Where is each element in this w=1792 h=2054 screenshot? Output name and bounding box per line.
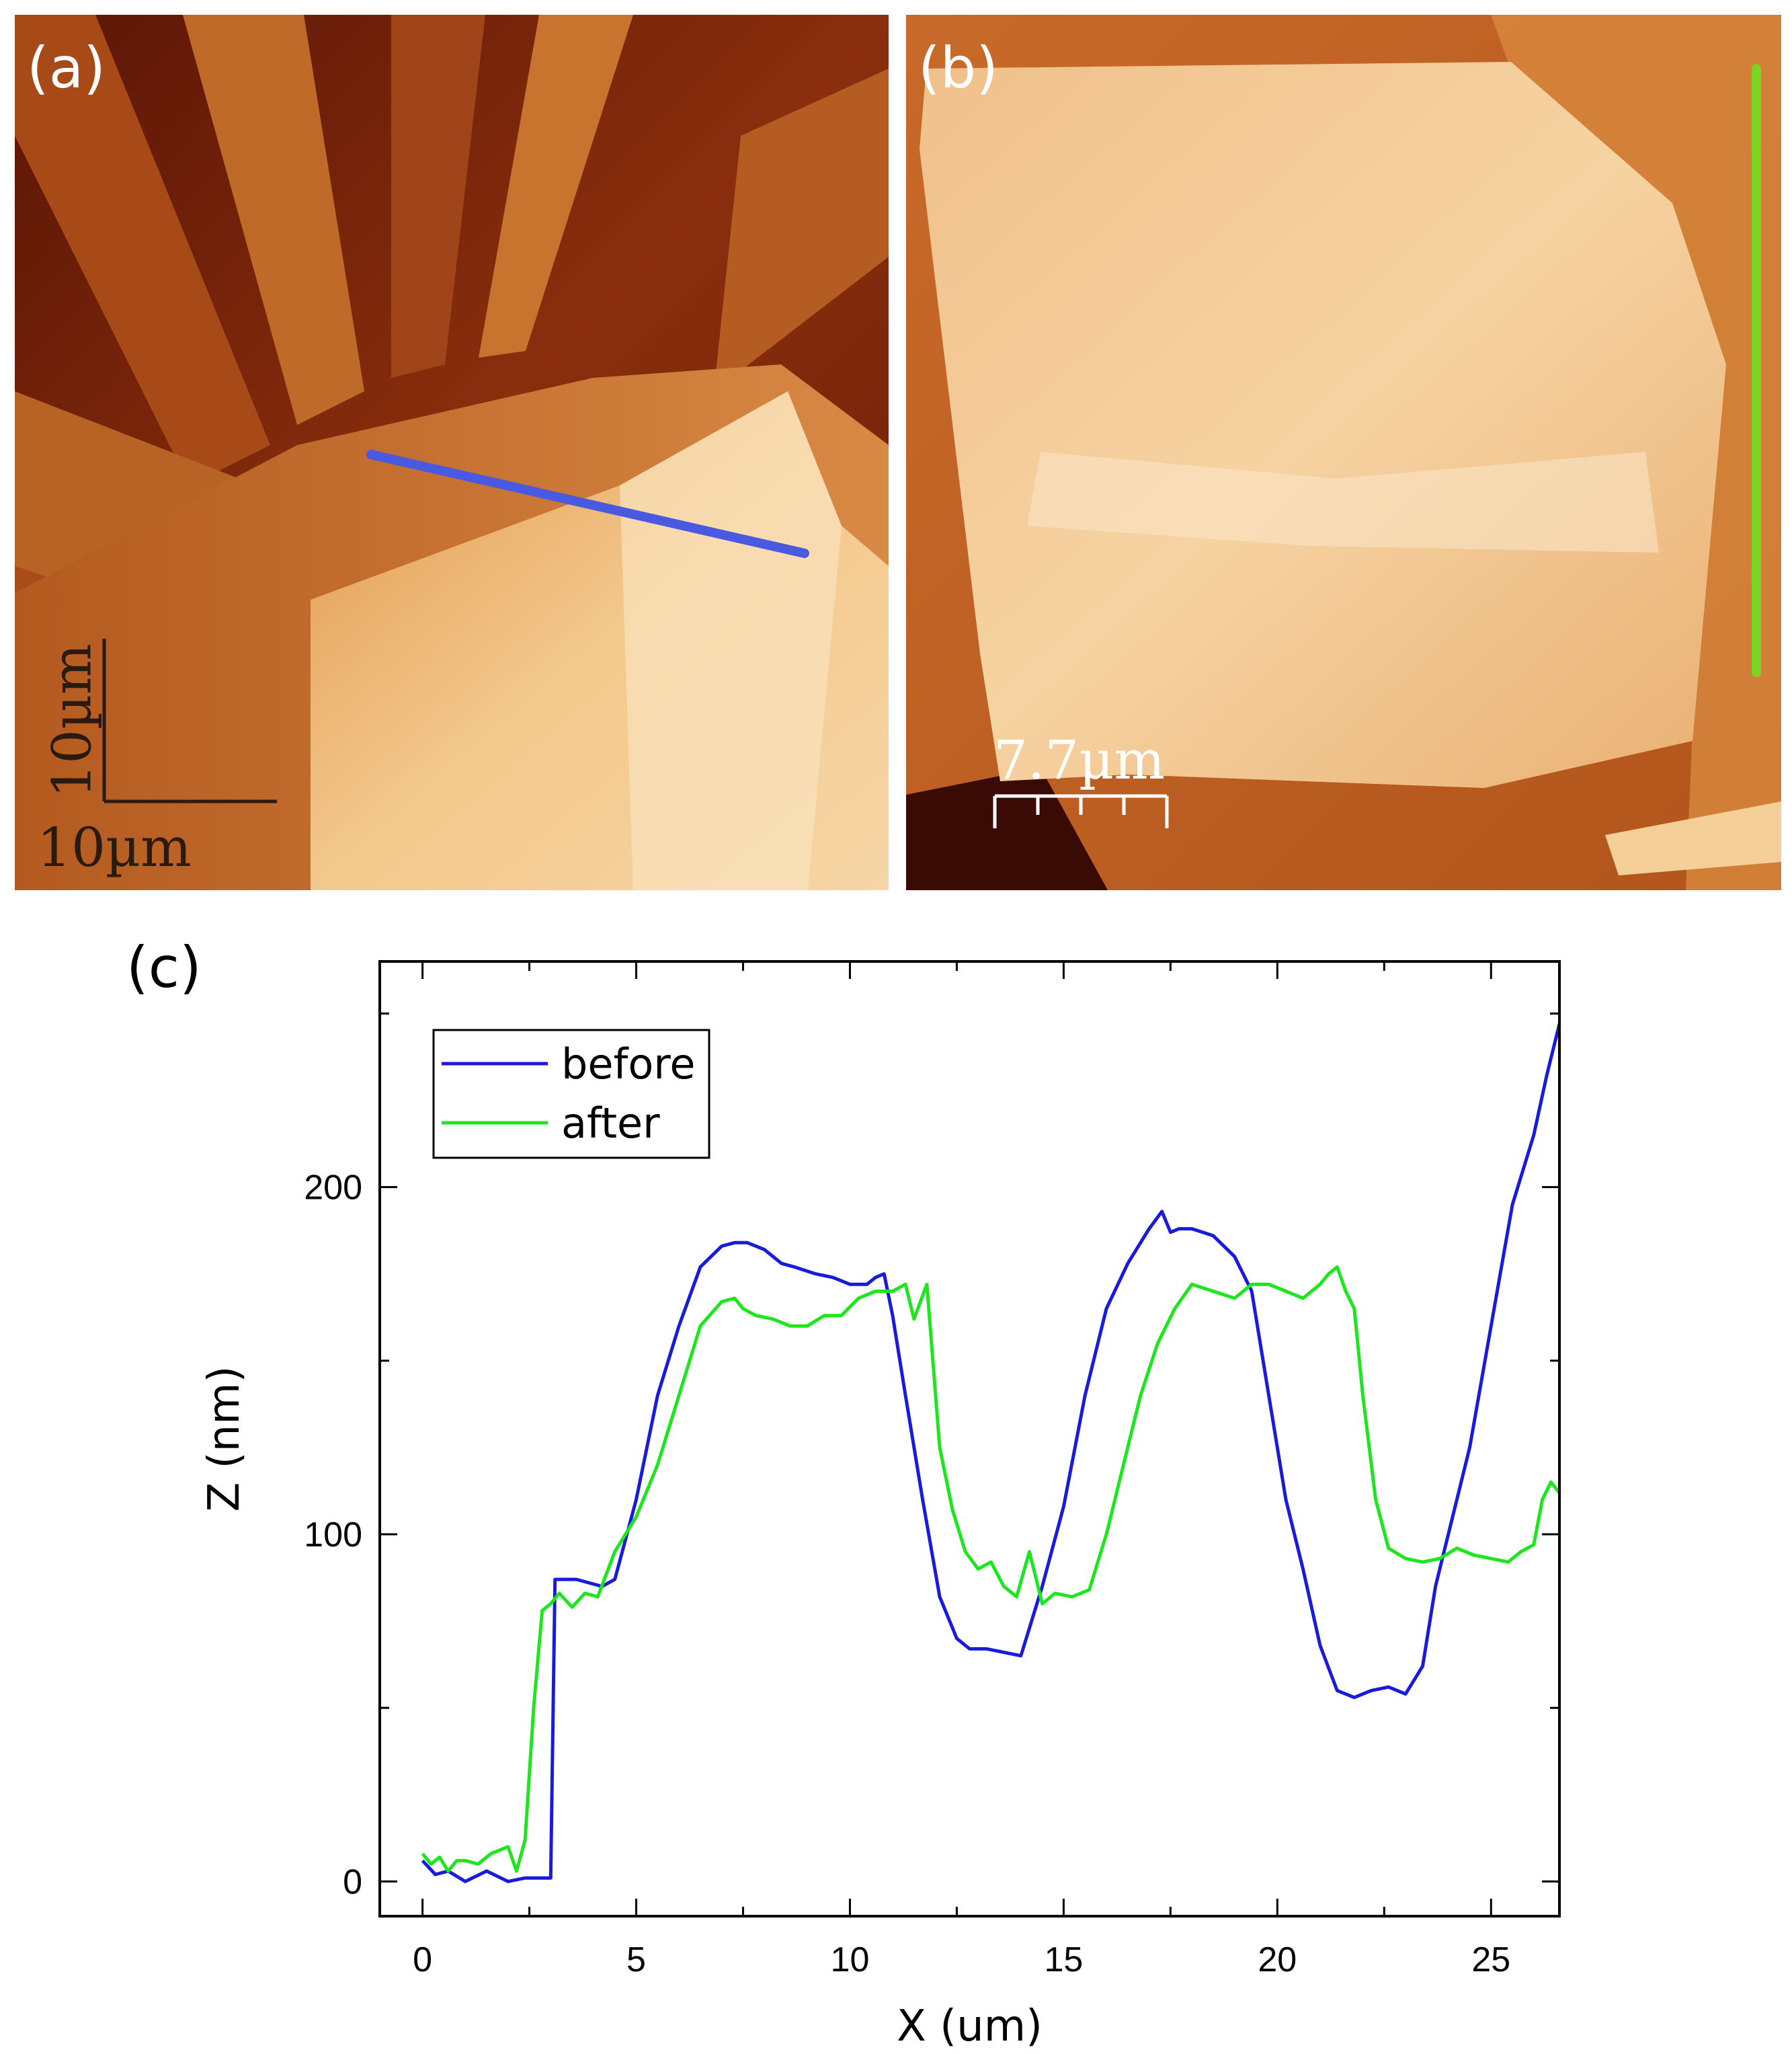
afm-terrace [479,15,633,358]
afm-topography-b [906,15,1781,890]
afm-flake-bright [1027,452,1659,553]
legend-box [432,1029,710,1159]
plot-frame [378,960,1561,1918]
x-tick-label: 25 [1471,1940,1510,1979]
scale-label-horizontal: 10µm [37,816,192,879]
afm-terrace [391,15,485,378]
series-line-after [421,1265,1561,1873]
scale-label-vertical: 10µm [40,643,104,798]
legend-label-before: before [561,1039,696,1089]
x-tick-label: 20 [1258,1940,1297,1979]
panel-label-a: (a) [27,35,106,101]
height-profile-chart: (c) 0 5 10 15 20 25 0 100 200 before after X (um… [0,914,1792,2054]
legend-label-after: after [561,1099,660,1148]
series-line-before [421,1023,1561,1883]
afm-terrace [1491,15,1781,890]
legend: before after [432,1029,710,1159]
afm-image-before: (a) 10µm 10µm [15,15,889,890]
afm-flake-bright [620,391,842,890]
x-tick-label: 10 [831,1940,870,1979]
scale-label: 7.7µm [993,729,1166,791]
afm-flake [920,62,1726,788]
afm-fragment [1605,801,1781,875]
y-tick-label: 100 [304,1515,362,1554]
afm-terrace [714,69,889,391]
y-tick-label: 200 [304,1169,362,1208]
panel-label-c: (c) [126,935,202,1000]
panel-label-b: (b) [918,35,998,101]
chart-svg: 0 5 10 15 20 25 0 100 200 before after X (um) Z … [200,960,1561,2051]
x-axis-label: X (um) [897,2002,1043,2051]
afm-terrace [183,15,364,425]
x-tick-label: 0 [413,1940,432,1979]
y-axis-label: Z (nm) [200,1366,249,1511]
afm-terrace [15,15,270,485]
profile-line-before [366,450,809,558]
x-tick-label: 5 [626,1940,646,1979]
y-tick-label: 0 [343,1862,362,1901]
afm-image-after: (b) 7.7µm [906,15,1781,890]
afm-dark-region [906,768,1108,890]
x-tick-label: 15 [1044,1940,1083,1979]
afm-topography-a [15,15,889,890]
